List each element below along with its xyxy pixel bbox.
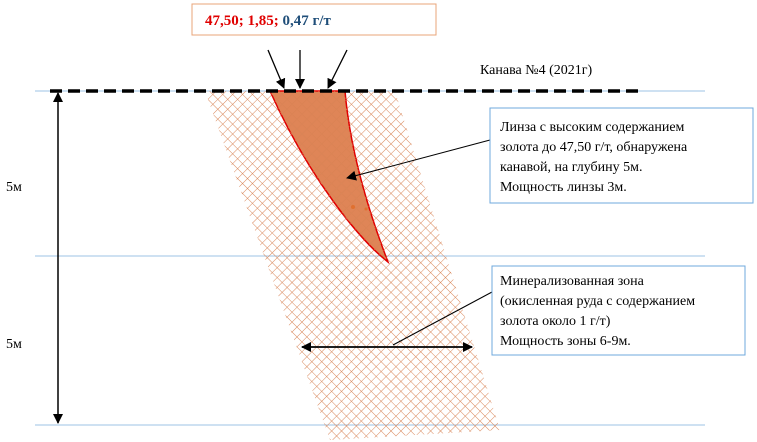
callout-line: Линза с высоким содержанием: [500, 120, 685, 135]
callout-line: золота до 47,50 г/т, обнаружена: [500, 140, 688, 155]
arrow: [327, 49, 348, 89]
callout-line: Мощность зоны 6-9м.: [500, 334, 631, 349]
dot: [351, 205, 355, 209]
header-values: 47,50; 1,85; 0,47 г/т: [205, 13, 331, 29]
depth-label: 5м: [6, 337, 22, 352]
callout-line: Мощность линзы 3м.: [500, 180, 627, 195]
callout-pointer: [346, 139, 491, 181]
gold-lens-hatch: [270, 91, 388, 262]
mineralized-zone: [205, 91, 500, 440]
callout-line: золота около 1 г/т): [500, 314, 611, 329]
dot: [364, 207, 368, 211]
callout-box: [489, 107, 754, 204]
callout-box: [491, 265, 746, 356]
depth-label: 5м: [6, 180, 22, 195]
callout-line: канавой, на глубину 5м.: [500, 160, 643, 175]
callout-line: (окисленная руда с содержанием: [500, 294, 695, 309]
value-part: 0,47 г/т: [283, 13, 332, 29]
arrow: [267, 49, 286, 89]
callout-pointer: [392, 291, 493, 346]
callout-line: Минерализованная зона: [500, 274, 645, 289]
header-box: [191, 3, 437, 36]
trench-label: Канава №4 (2021г): [480, 63, 592, 78]
value-part: 1,85;: [248, 13, 279, 29]
value-part: 47,50;: [205, 13, 244, 29]
